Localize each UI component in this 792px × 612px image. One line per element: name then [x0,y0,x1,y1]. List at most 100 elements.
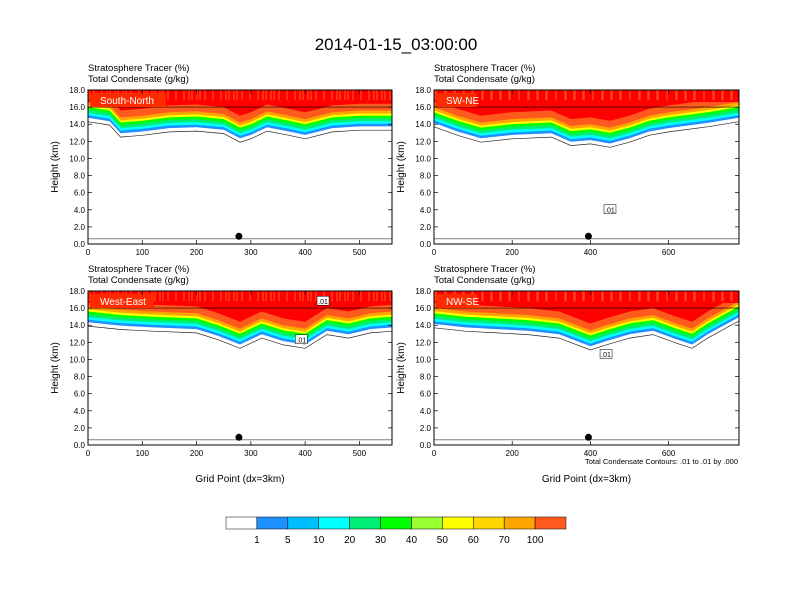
x-tick-label: 400 [298,449,312,458]
tracer-streak [265,90,267,101]
tracer-streak [657,90,659,101]
colorbar-label: 1 [254,535,260,546]
tracer-streak [331,291,333,302]
x-tick-label: 100 [136,248,150,257]
y-tick-label: 14.0 [69,321,85,330]
y-tick-label: 16.0 [415,304,431,313]
tracer-streak [694,291,696,302]
contour-label: .01 [296,337,306,344]
tracer-streak [236,90,238,101]
tracer-field [88,291,392,441]
y-tick-label: 6.0 [74,390,86,399]
plot-frame [87,89,393,245]
x-axis-label: Grid Point (dx=3km) [542,474,631,485]
location-marker [235,232,243,240]
tracer-streak [344,291,346,302]
y-tick-label: 12.0 [415,137,431,146]
tracer-streak [236,291,238,302]
tracer-streak [159,291,161,302]
panel-label: South-North [100,96,154,107]
tracer-streak [368,90,370,101]
tracer-streak [620,90,622,101]
tracer-streak [294,90,296,101]
x-tick-label: 500 [353,248,367,257]
tracer-streak [233,291,235,302]
tracer-streak [249,90,251,101]
tracer-streak [602,90,604,101]
tracer-field [434,291,739,441]
x-tick-label: 200 [190,449,204,458]
tracer-streak [299,90,301,101]
y-tick-label: 6.0 [420,189,432,198]
tracer-streak [546,291,548,302]
tracer-streak [629,90,631,101]
tracer-streak [302,90,304,101]
colorbar-label: 20 [344,535,356,546]
tracer-streak [167,90,169,101]
tracer-streak [713,90,715,101]
tracer-streak [265,291,267,302]
colorbar-swatch [318,516,350,530]
tracer-streak [482,291,484,302]
condensate-contour [434,121,739,148]
y-tick-label: 2.0 [420,223,432,232]
y-tick-label: 0.0 [420,240,432,249]
tracer-streak [233,90,235,101]
tracer-streak [537,90,539,101]
location-marker [584,232,592,240]
tracer-streak [574,291,576,302]
condensate-contour [88,325,392,349]
colorbar-label: 50 [437,535,449,546]
condensate-contour [434,320,739,351]
tracer-streak [666,90,668,101]
x-tick-label: 600 [662,449,676,458]
condensate-contour [88,121,392,143]
y-tick-label: 6.0 [74,189,86,198]
tracer-streak [639,291,641,302]
tracer-streak [376,90,378,101]
colorbar-swatch [534,516,567,530]
tracer-streak [299,291,301,302]
tracer-streak [162,291,164,302]
panel-south-north: South-North Stratosphere Tracer (%)Total … [50,63,393,257]
contour-footnote: Total Condensate Contours: .01 to .01 by… [585,457,738,466]
y-tick-label: 8.0 [420,172,432,181]
tracer-streak [620,291,622,302]
tracer-streak [336,90,338,101]
y-axis-label: Height (km) [50,342,61,394]
x-tick-label: 0 [86,449,91,458]
tracer-streak [183,291,185,302]
x-tick-label: 0 [432,449,437,458]
y-tick-label: 4.0 [74,407,86,416]
tracer-streak [339,291,341,302]
tracer-streak [175,291,177,302]
y-tick-label: 0.0 [420,441,432,450]
panel-label: SW-NE [446,96,479,107]
tracer-streak [286,291,288,302]
tracer-streak [183,90,185,101]
colorbar-swatch [380,516,412,530]
tracer-streak [384,90,386,101]
contour-label-box [603,204,617,215]
panel-title-line: Stratosphere Tracer (%) [88,264,189,275]
tracer-top-layer [88,291,392,303]
tracer-streak [273,90,275,101]
tracer-streak [676,90,678,101]
tracer-streak [339,90,341,101]
tracer-streak [731,90,733,101]
location-marker [584,433,592,441]
y-tick-label: 2.0 [74,223,86,232]
colorbar-label: 40 [406,535,418,546]
tracer-streak [270,90,272,101]
tracer-streak [331,90,333,101]
x-tick-label: 500 [353,449,367,458]
tracer-streak [188,291,190,302]
tracer-streak [611,90,613,101]
tracer-streak [555,90,557,101]
colorbar-label: 5 [285,535,291,546]
x-tick-label: 0 [432,248,437,257]
tracer-streak [518,291,520,302]
x-tick-label: 400 [298,248,312,257]
tracer-streak [307,291,309,302]
